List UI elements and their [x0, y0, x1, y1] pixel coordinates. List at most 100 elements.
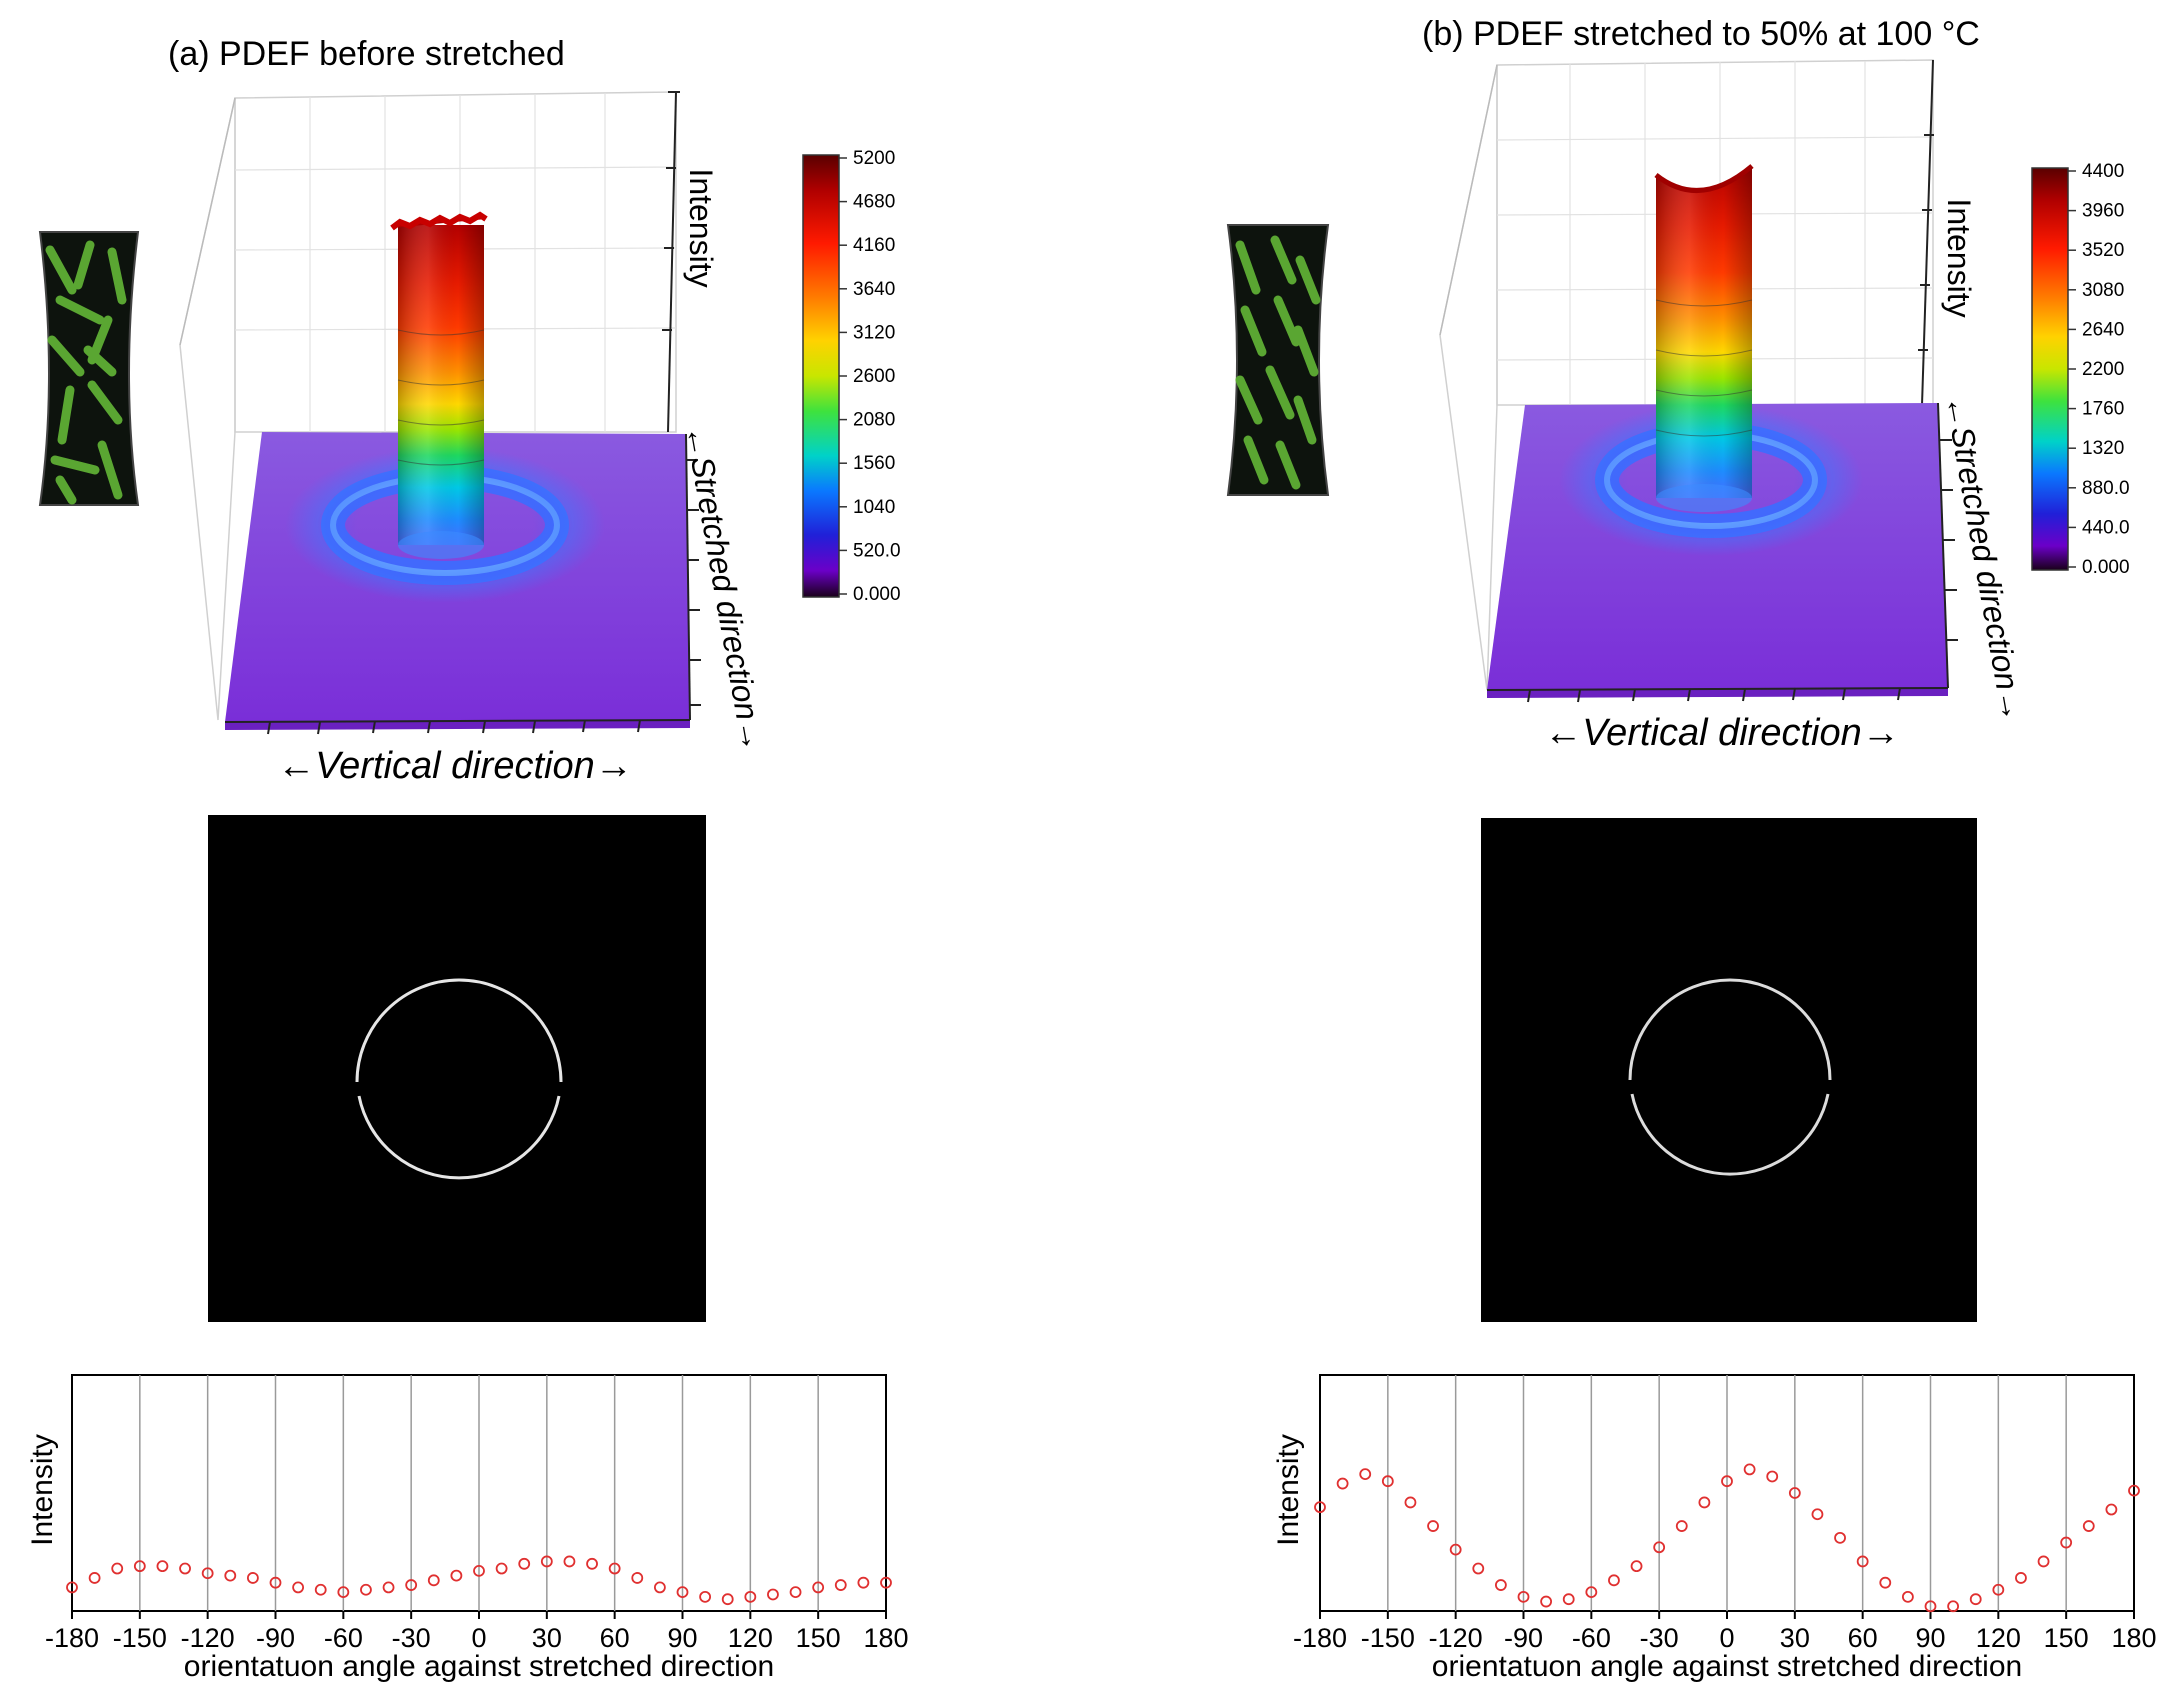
panel-b-profile-data-point — [1947, 1600, 1960, 1613]
panel-a-colorbar-tick-label: 2600 — [853, 366, 895, 387]
panel-a-profile-data-point — [608, 1562, 621, 1575]
panel-a-z-axis-label: Intensity — [683, 168, 719, 287]
panel-a-profile-data-point — [111, 1562, 124, 1575]
panel-a-colorbar-tick-label: 520.0 — [853, 540, 901, 561]
panel-a-colorbar-tick-label: 3120 — [853, 322, 895, 343]
panel-a-profile-data-point — [224, 1569, 237, 1582]
panel-b-colorbar: 4400 3960 3520 3080 2640 2200 1760 1320 880.0 440… — [2031, 161, 2130, 578]
panel-a-colorbar-tick-label: 0.000 — [853, 584, 901, 605]
panel-b-profile-xtick-label: -150 — [1361, 1623, 1415, 1653]
panel-a-profile-xtick-label: 30 — [532, 1623, 562, 1653]
panel-b-profile-xtick-label: 60 — [1848, 1623, 1878, 1653]
panel-b-colorbar-tick-label: 3520 — [2082, 240, 2124, 261]
panel-a-x-axis-label: ←Vertical direction→ — [277, 745, 633, 787]
panel-a-profile-xtick-label: -90 — [256, 1623, 295, 1653]
panel-b-profile-xticks: -180 -150 -120 -90 -60 -30 0 30 60 90 120 150 180 — [1293, 1611, 2157, 1653]
panel-a-profile-data-point — [314, 1583, 327, 1596]
panel-b-profile-data-point — [1336, 1477, 1349, 1490]
panel-b-profile-data-point — [2060, 1536, 2073, 1549]
panel-a-profile-data-point — [269, 1576, 282, 1589]
panel-a-colorbar: 5200 4680 4160 3640 3120 2600 2080 1560 1040 520.… — [802, 148, 901, 605]
panel-a-profile-xticks: -180 -150 -120 -90 -60 -30 0 30 60 90 120 150 180 — [45, 1611, 909, 1653]
panel-b-colorbar-tick-label: 4400 — [2082, 161, 2124, 182]
panel-a-profile-data-point — [246, 1572, 259, 1584]
panel-a-colorbar-tick-label: 4160 — [853, 235, 895, 256]
panel-b-profile-data-point — [1901, 1590, 1914, 1603]
panel-a-profile-data-point — [292, 1581, 305, 1594]
panel-b-fiber-sketch — [1226, 224, 1330, 496]
panel-a-fiber-sketch — [38, 231, 140, 506]
panel-b-profile-grid — [1387, 1375, 2067, 1611]
panel-b-profile-data-point — [1788, 1487, 1801, 1499]
panel-b-profile-data-point — [1585, 1586, 1598, 1599]
panel-b-profile-xtick-label: -120 — [1429, 1623, 1483, 1653]
panel-b-profile-data-point — [2128, 1484, 2140, 1497]
panel-a-profile-data-point — [744, 1590, 757, 1603]
panel-b-profile-data-point — [1630, 1560, 1643, 1573]
panel-a-fft-image — [208, 815, 706, 1322]
panel-a-profile-xtick-label: -180 — [45, 1623, 99, 1653]
panel-a-profile-xtick-label: -30 — [392, 1623, 431, 1653]
panel-b-colorbar-tick-label: 2640 — [2082, 319, 2124, 340]
panel-b-profile-ylabel: Intensity — [1272, 1434, 1305, 1546]
panel-b-profile-data-point — [1562, 1593, 1575, 1606]
panel-b-profile-data-point — [1924, 1600, 1937, 1613]
panel-a-profile-data-point — [518, 1557, 531, 1570]
panel-a-profile-data-point — [699, 1590, 712, 1603]
panel-b-profile-data-point — [1743, 1463, 1756, 1476]
panel-a-profile-data-point — [405, 1579, 418, 1591]
panel-b-colorbar-ticks: 4400 3960 3520 3080 2640 2200 1760 1320 880.0 440… — [2068, 161, 2130, 578]
panel-a-profile-data-point — [834, 1579, 847, 1591]
panel-b-profile-data-point — [1969, 1593, 1982, 1606]
panel-b-profile-xtick-label: 180 — [2111, 1623, 2156, 1653]
panel-b-x-axis-label: ←Vertical direction→ — [1544, 712, 1900, 754]
panel-b-fft-image — [1481, 818, 1977, 1322]
panel-a-profile-xtick-label: 90 — [667, 1623, 697, 1653]
panel-a-profile-data-point — [631, 1572, 644, 1584]
panel-a-profile-data-point — [179, 1562, 191, 1575]
panel-a-profile-data-point — [563, 1555, 576, 1568]
panel-a-profile-data-point — [360, 1583, 372, 1596]
panel-b-y-axis-label: ←Stretched direction→ — [1938, 392, 2031, 724]
panel-b-profile-data-point — [1359, 1468, 1372, 1481]
panel-a-profile-data-point — [721, 1593, 734, 1606]
panel-b-colorbar-tick-label: 0.000 — [2082, 557, 2130, 578]
panel-a-profile-data-point — [156, 1560, 169, 1573]
panel-b-profile-data-point — [1314, 1501, 1326, 1514]
panel-b-profile-data-point — [2015, 1572, 2027, 1584]
panel-b-profile-xtick-label: -60 — [1572, 1623, 1611, 1653]
panel-b-profile-data-point — [1427, 1520, 1439, 1532]
panel-a-colorbar-tick-label: 2080 — [853, 410, 895, 431]
panel-b-colorbar-tick-label: 880.0 — [2082, 478, 2130, 499]
panel-b-profile-data-point — [1449, 1543, 1462, 1556]
panel-b-profile-data-point — [1992, 1583, 2005, 1596]
panel-b-profile-data-point — [1721, 1475, 1733, 1488]
panel-a-profile-data-point — [767, 1588, 779, 1601]
panel-a-profile-data-point — [201, 1567, 214, 1580]
panel-a-profile-ylabel: Intensity — [26, 1434, 59, 1546]
panel-b-profile-data-point — [1698, 1496, 1711, 1509]
panel-a-colorbar-tick-label: 4680 — [853, 192, 895, 213]
panel-a-profile-data-point — [337, 1586, 350, 1599]
panel-b-profile-xtick-label: 120 — [1976, 1623, 2021, 1653]
panel-a-profile-data-point — [427, 1574, 440, 1587]
panel-a-profile-data-point — [450, 1569, 463, 1582]
panel-a-profile-data-point — [88, 1572, 101, 1584]
panel-a-colorbar-tick-label: 5200 — [853, 148, 895, 169]
panel-b-profile-data-point — [1879, 1576, 1892, 1589]
panel-b-profile-data-point — [1404, 1496, 1417, 1509]
panel-b-profile-data-point — [1494, 1579, 1507, 1591]
panel-a-profile-data-point — [473, 1564, 485, 1577]
panel-b-profile-data-point — [1540, 1595, 1553, 1608]
panel-a-profile-xtick-label: 60 — [600, 1623, 630, 1653]
panel-b-colorbar-tick-label: 440.0 — [2082, 517, 2130, 538]
panel-a-profile-data-point — [653, 1581, 666, 1594]
panel-b-profile-xlabel: orientatuon angle against stretched dire… — [1432, 1650, 2022, 1683]
panel-a-profile-chart: -180 -150 -120 -90 -60 -30 0 30 60 90 120 150 180 In… — [26, 1374, 909, 1683]
panel-b-colorbar-tick-label: 1320 — [2082, 438, 2124, 459]
panel-a-profile-xtick-label: -150 — [113, 1623, 167, 1653]
panel-a-colorbar-tick-label: 1560 — [853, 453, 895, 474]
panel-b-colorbar-tick-label: 1760 — [2082, 399, 2124, 420]
panel-a-colorbar-tick-label: 3640 — [853, 279, 895, 300]
panel-b-z-axis-label: Intensity — [1941, 198, 1977, 317]
